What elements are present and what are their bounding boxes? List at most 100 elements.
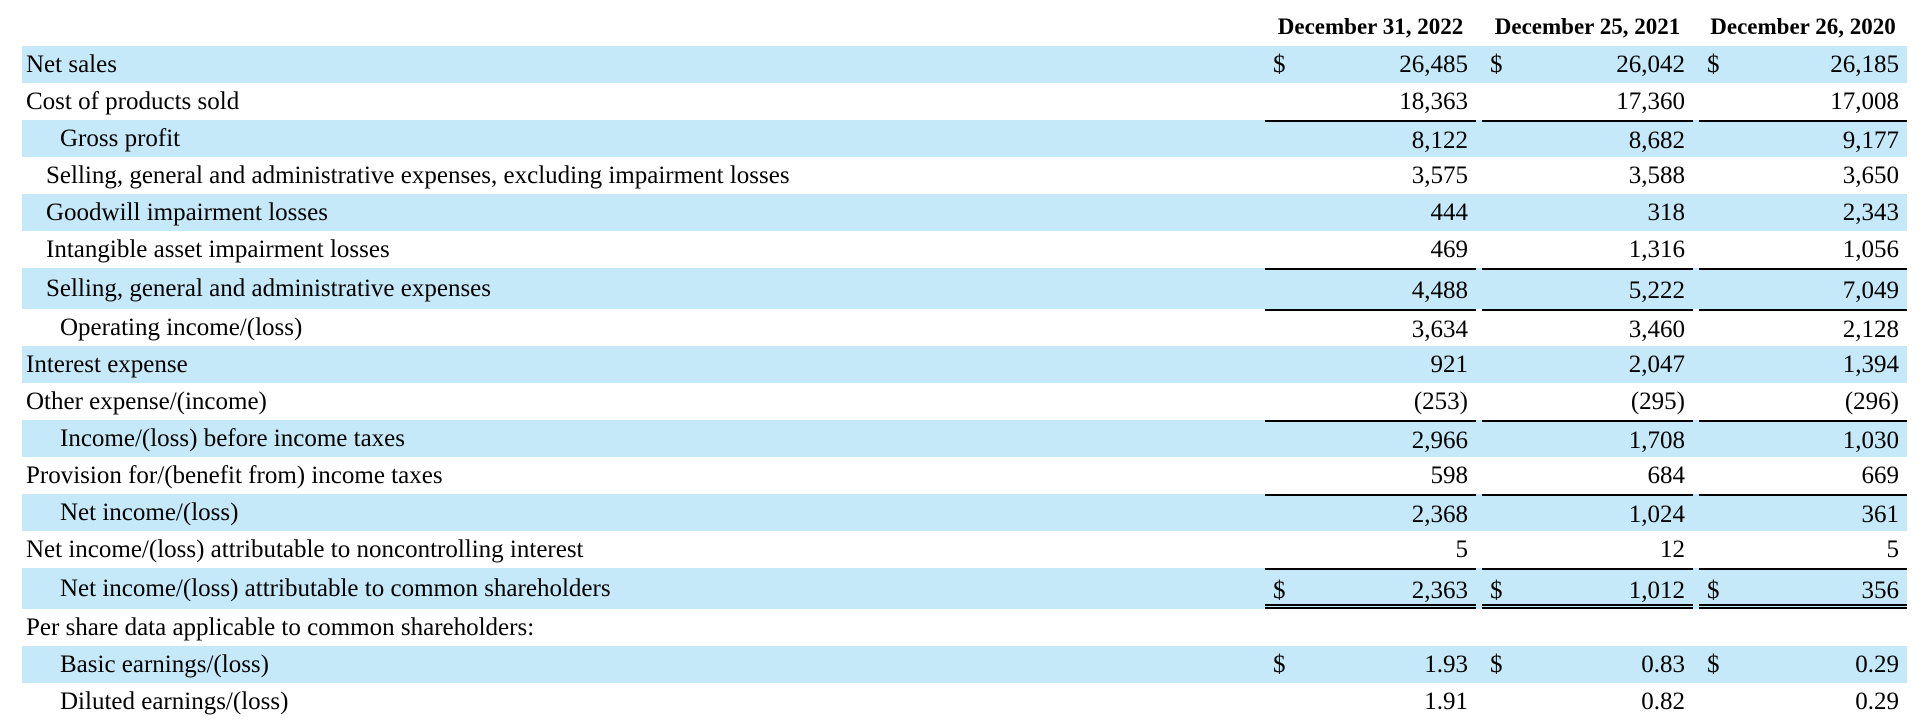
value-cell: 921: [1265, 346, 1476, 383]
table-row-provision-income-taxes: Provision for/(benefit from) income taxe…: [22, 457, 1907, 494]
value-amount: 7,049: [1842, 277, 1899, 304]
value-cell: 5: [1265, 531, 1476, 568]
row-label: Net income/(loss) attributable to common…: [60, 575, 611, 602]
value-cell: $26,185: [1699, 46, 1907, 83]
value-amount: 9,177: [1842, 127, 1899, 154]
value-cell: 7,049: [1699, 268, 1907, 309]
table-row-other-expense: Other expense/(income) (253) (295) (296): [22, 383, 1907, 420]
value-amount: (296): [1844, 388, 1899, 415]
row-label: Interest expense: [26, 351, 188, 378]
value-amount: 26,042: [1616, 51, 1685, 78]
row-label: Basic earnings/(loss): [60, 651, 269, 678]
row-label: Selling, general and administrative expe…: [46, 162, 790, 189]
value-cell: 5: [1699, 531, 1907, 568]
value-amount: 1.93: [1424, 651, 1468, 678]
value-cell: 8,682: [1482, 120, 1693, 157]
currency-symbol: $: [1707, 51, 1720, 78]
value-cell: 18,363: [1265, 83, 1476, 120]
row-label: Net income/(loss) attributable to noncon…: [26, 536, 584, 563]
table-row-goodwill-impairment: Goodwill impairment losses 444 318 2,343: [22, 194, 1907, 231]
value-cell: 318: [1482, 194, 1693, 231]
row-label: Operating income/(loss): [60, 314, 303, 341]
value-amount: 2,363: [1411, 577, 1468, 604]
statement-rows: Net sales $26,485 $26,042 $26,185 Cost of pr…: [22, 46, 1907, 720]
currency-symbol: $: [1707, 651, 1720, 678]
value-cell: 3,460: [1482, 309, 1693, 346]
value-amount: 356: [1861, 577, 1900, 604]
value-amount: 12: [1660, 536, 1685, 563]
value-cell: 684: [1482, 457, 1693, 494]
row-label: Provision for/(benefit from) income taxe…: [26, 462, 443, 489]
value-amount: 8,682: [1628, 127, 1685, 154]
value-amount: 5: [1886, 536, 1900, 563]
currency-symbol: $: [1273, 651, 1286, 678]
value-amount: 3,650: [1842, 162, 1899, 189]
value-cell: [1699, 609, 1907, 646]
value-cell: (253): [1265, 383, 1476, 420]
value-cell: 4,488: [1265, 268, 1476, 309]
value-amount: 598: [1430, 462, 1469, 489]
value-amount: 0.29: [1855, 651, 1899, 678]
value-cell: 17,360: [1482, 83, 1693, 120]
value-amount: 469: [1430, 236, 1469, 263]
table-row-net-sales: Net sales $26,485 $26,042 $26,185: [22, 46, 1907, 83]
value-cell: 12: [1482, 531, 1693, 568]
value-cell: 598: [1265, 457, 1476, 494]
value-cell: $26,042: [1482, 46, 1693, 83]
value-cell: 2,047: [1482, 346, 1693, 383]
currency-symbol: $: [1273, 577, 1286, 604]
value-cell: $356: [1699, 568, 1907, 609]
value-cell: 2,966: [1265, 420, 1476, 457]
row-label: Gross profit: [60, 125, 181, 152]
table-row-per-share-heading: Per share data applicable to common shar…: [22, 609, 1907, 646]
value-cell: 0.29: [1699, 683, 1907, 720]
column-header-2021: December 25, 2021: [1494, 14, 1681, 39]
value-cell: 5,222: [1482, 268, 1693, 309]
table-row-operating-income: Operating income/(loss) 3,634 3,460 2,128: [22, 309, 1907, 346]
value-cell: 0.82: [1482, 683, 1693, 720]
value-cell: 3,634: [1265, 309, 1476, 346]
value-cell: $2,363: [1265, 568, 1476, 609]
value-cell: $0.83: [1482, 646, 1693, 683]
value-amount: 1,024: [1628, 501, 1685, 528]
value-amount: 0.83: [1641, 651, 1685, 678]
value-cell: 2,128: [1699, 309, 1907, 346]
value-amount: 3,634: [1411, 316, 1468, 343]
table-row-income-before-taxes: Income/(loss) before income taxes 2,966 1,…: [22, 420, 1907, 457]
value-amount: 4,488: [1411, 277, 1468, 304]
row-label: Goodwill impairment losses: [46, 199, 328, 226]
row-label: Diluted earnings/(loss): [60, 688, 289, 715]
value-amount: 3,575: [1411, 162, 1468, 189]
value-cell: 2,343: [1699, 194, 1907, 231]
value-amount: 1.91: [1424, 688, 1468, 715]
table-row-net-income-noncontrolling: Net income/(loss) attributable to noncon…: [22, 531, 1907, 568]
currency-symbol: $: [1490, 651, 1503, 678]
value-amount: 1,316: [1628, 236, 1685, 263]
row-label: Intangible asset impairment losses: [46, 236, 390, 263]
row-label: Cost of products sold: [26, 88, 240, 115]
table-row-sga-excluding-impairment: Selling, general and administrative expe…: [22, 157, 1907, 194]
table-row-cost-of-products-sold: Cost of products sold 18,363 17,360 17,008: [22, 83, 1907, 120]
value-amount: 318: [1647, 199, 1686, 226]
currency-symbol: $: [1490, 51, 1503, 78]
table-row-net-income-common: Net income/(loss) attributable to common…: [22, 568, 1907, 609]
value-amount: 2,128: [1842, 316, 1899, 343]
value-cell: 1,708: [1482, 420, 1693, 457]
column-header-2020: December 26, 2020: [1710, 14, 1896, 39]
value-cell: 1,394: [1699, 346, 1907, 383]
table-row-net-income: Net income/(loss) 2,368 1,024 361: [22, 494, 1907, 531]
value-cell: 1,024: [1482, 494, 1693, 531]
value-amount: 2,368: [1411, 501, 1468, 528]
table-row-gross-profit: Gross profit 8,122 8,682 9,177: [22, 120, 1907, 157]
value-cell: 9,177: [1699, 120, 1907, 157]
value-amount: 1,394: [1842, 351, 1899, 378]
column-header-row: December 31, 2022 December 25, 2021 Dece…: [22, 10, 1907, 46]
currency-symbol: $: [1707, 577, 1720, 604]
table-row-basic-earnings: Basic earnings/(loss) $1.93 $0.83 $0.29: [22, 646, 1907, 683]
value-amount: 3,460: [1628, 316, 1685, 343]
value-cell: $26,485: [1265, 46, 1476, 83]
value-cell: [1482, 609, 1693, 646]
value-amount: 361: [1861, 501, 1900, 528]
value-amount: 26,485: [1399, 51, 1468, 78]
currency-symbol: $: [1490, 577, 1503, 604]
